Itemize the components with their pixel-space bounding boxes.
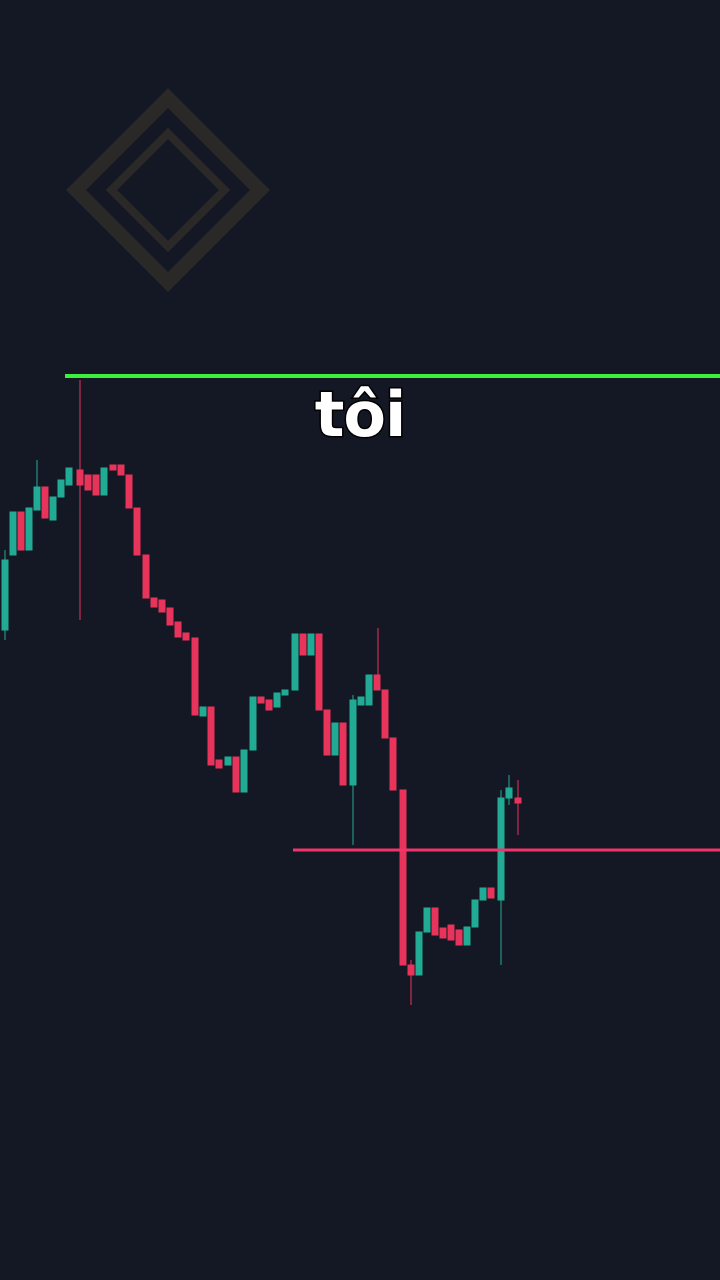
candle <box>49 496 57 521</box>
candle <box>423 907 431 933</box>
candle <box>479 887 487 901</box>
candle <box>365 674 373 706</box>
candle <box>33 486 41 511</box>
candle <box>1 559 9 631</box>
candle <box>331 722 339 756</box>
candle <box>273 692 281 708</box>
watermark-diamond <box>66 88 270 292</box>
candle <box>257 696 265 704</box>
candle <box>117 464 125 476</box>
subtitle: tôi <box>313 377 407 453</box>
candle <box>505 787 513 799</box>
candle <box>439 927 447 939</box>
candle <box>471 899 479 928</box>
candle <box>158 599 166 613</box>
candle <box>65 467 73 486</box>
candle <box>407 964 415 976</box>
candle <box>249 696 257 751</box>
candle <box>447 924 455 941</box>
watermark <box>66 88 270 292</box>
candle <box>514 797 522 804</box>
candle <box>487 887 495 899</box>
candle <box>291 633 299 691</box>
candle <box>315 633 323 711</box>
candle <box>415 931 423 976</box>
candle <box>76 469 84 486</box>
candle <box>399 789 407 966</box>
candle <box>133 507 141 556</box>
candle <box>92 474 100 496</box>
candle <box>431 907 439 936</box>
candle <box>299 633 307 656</box>
candle <box>150 597 158 608</box>
candle <box>142 554 150 599</box>
candle <box>25 507 33 551</box>
candle <box>349 699 357 786</box>
candle <box>323 709 331 756</box>
candle <box>240 749 248 793</box>
candle <box>182 632 190 641</box>
candle <box>224 756 232 766</box>
candle <box>166 607 174 626</box>
candle <box>9 511 17 556</box>
candle <box>109 464 117 471</box>
candle <box>125 474 133 509</box>
candle <box>57 479 65 498</box>
candle <box>100 467 108 496</box>
candle <box>357 696 365 706</box>
candle <box>373 674 381 691</box>
candle <box>41 486 49 519</box>
watermark-inner <box>105 127 231 253</box>
candle <box>265 699 273 711</box>
candle <box>463 926 471 946</box>
candle <box>207 706 215 766</box>
candle <box>191 637 199 716</box>
candle <box>381 689 389 739</box>
candle <box>307 633 315 656</box>
candle <box>84 474 92 491</box>
candle <box>281 689 289 696</box>
candle <box>174 621 182 638</box>
candle <box>17 511 25 551</box>
candle <box>199 706 207 717</box>
candle <box>215 759 223 769</box>
candle <box>232 756 240 793</box>
candle <box>455 929 463 946</box>
candle <box>339 722 347 786</box>
candle <box>389 737 397 791</box>
candles <box>1 380 522 1005</box>
